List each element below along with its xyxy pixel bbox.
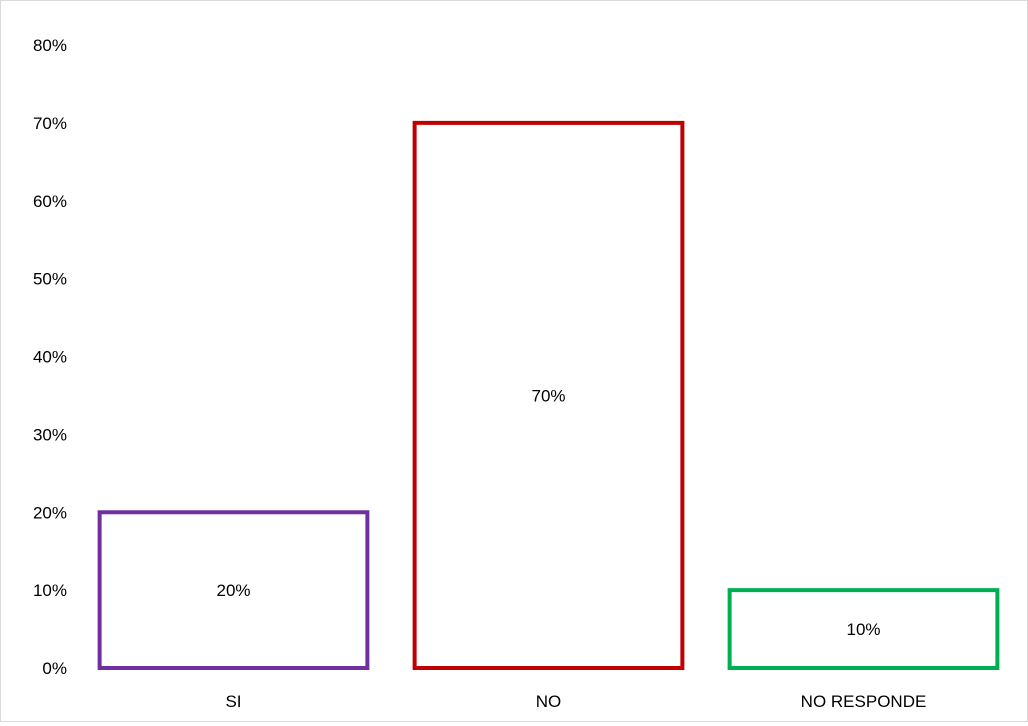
x-axis-tick-labels: SI NO NO RESPONDE	[225, 692, 926, 711]
x-tick-label: NO RESPONDE	[801, 692, 927, 711]
bar-value-label: 10%	[846, 620, 880, 639]
x-tick-label: NO	[536, 692, 562, 711]
y-tick-label: 70%	[33, 114, 67, 133]
y-tick-label: 10%	[33, 581, 67, 600]
bar-no-responde	[727, 588, 1000, 670]
bar-value-label: 20%	[216, 581, 250, 600]
y-tick-label: 30%	[33, 425, 67, 444]
y-tick-label: 50%	[33, 270, 67, 289]
y-tick-label: 60%	[33, 192, 67, 211]
y-tick-label: 40%	[33, 348, 67, 367]
y-axis-tick-labels: 0% 10% 20% 30% 40% 50% 60% 70% 80%	[33, 36, 67, 678]
x-tick-label: SI	[225, 692, 241, 711]
y-tick-label: 0%	[42, 659, 67, 678]
bar-no	[412, 120, 685, 670]
y-tick-label: 20%	[33, 503, 67, 522]
bar-value-label: 70%	[531, 386, 565, 405]
bar-si	[97, 510, 370, 670]
y-tick-label: 80%	[33, 36, 67, 55]
bars-group: 20% 70% 10%	[97, 120, 1000, 670]
